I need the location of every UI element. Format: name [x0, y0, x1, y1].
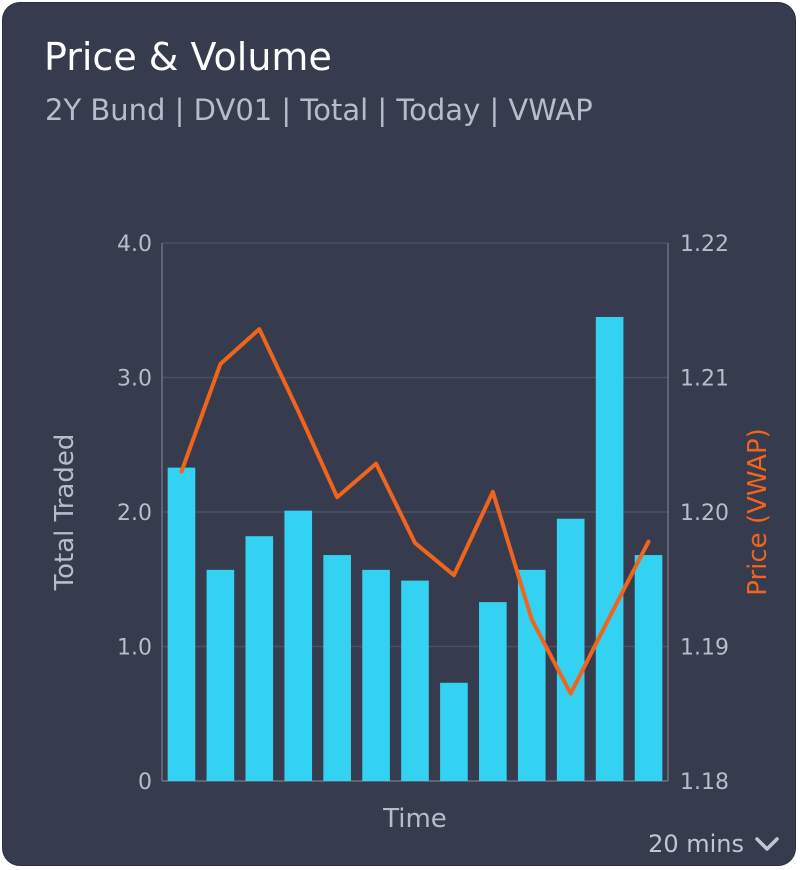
right-axis-title: Price (VWAP) — [743, 428, 773, 596]
bar — [479, 602, 507, 781]
bar — [167, 467, 196, 781]
left-tick-label: 2.0 — [117, 501, 152, 526]
bar — [595, 316, 624, 781]
interval-selector[interactable]: 20 mins — [648, 830, 780, 858]
left-tick-label: 1.0 — [117, 636, 152, 661]
right-tick-label: 1.19 — [680, 636, 729, 661]
bar — [440, 682, 468, 781]
bar — [634, 555, 663, 781]
card-subtitle: 2Y Bund | DV01 | Total | Today | VWAP — [45, 93, 593, 127]
right-tick-label: 1.20 — [680, 501, 729, 526]
bar — [284, 510, 313, 781]
bar — [517, 569, 546, 781]
bar — [401, 580, 429, 781]
left-axis-title: Total Traded — [50, 434, 80, 592]
chevron-down-icon — [755, 837, 779, 851]
card-title: Price & Volume — [44, 35, 332, 79]
bar — [206, 569, 235, 781]
left-tick-label: 4.0 — [117, 232, 152, 257]
x-axis-title: Time — [382, 804, 447, 834]
bar — [245, 536, 274, 781]
right-tick-label: 1.18 — [680, 770, 729, 795]
left-tick-label: 0 — [138, 770, 152, 795]
right-tick-label: 1.22 — [680, 232, 729, 257]
bar — [556, 518, 585, 781]
interval-label: 20 mins — [648, 830, 744, 858]
bar — [362, 569, 390, 781]
bar — [323, 555, 351, 781]
right-tick-label: 1.21 — [680, 367, 729, 392]
left-tick-label: 3.0 — [117, 367, 152, 392]
